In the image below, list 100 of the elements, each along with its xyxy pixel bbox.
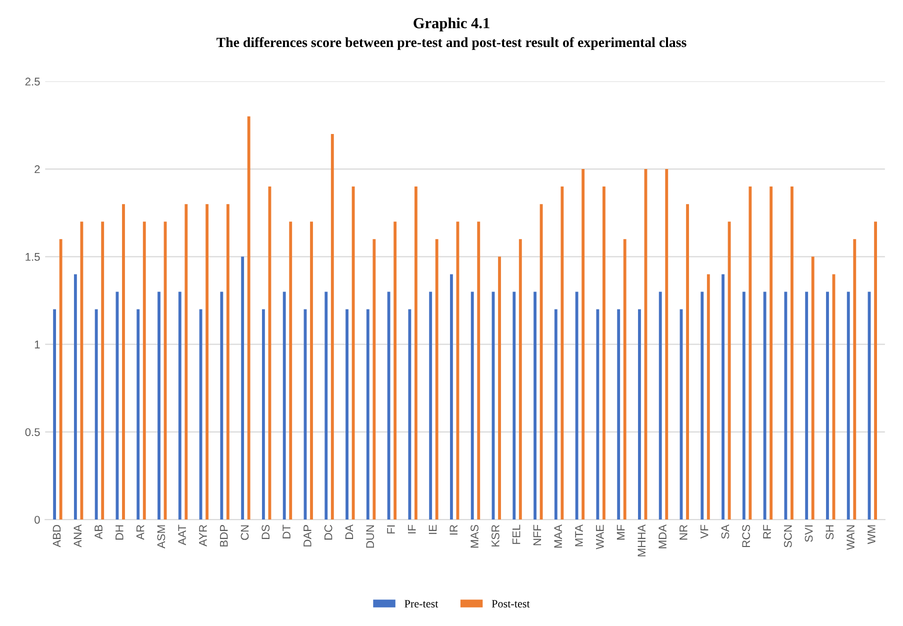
bar	[790, 186, 794, 520]
bar	[722, 274, 725, 520]
x-tick-label: AAT	[178, 524, 186, 546]
bar	[784, 292, 788, 520]
y-tick-label: 1	[34, 340, 40, 348]
x-tick-label: MHHA	[638, 524, 646, 556]
bar	[80, 222, 84, 520]
bar	[435, 239, 438, 520]
bar	[748, 186, 752, 520]
bar	[596, 309, 600, 520]
x-tick-label: MAA	[554, 524, 562, 548]
bar	[241, 256, 244, 520]
bar	[206, 204, 209, 520]
bar	[518, 239, 522, 520]
y-tick-label: 2.5	[25, 78, 40, 86]
bar	[534, 292, 536, 520]
bar	[101, 222, 104, 520]
bar	[59, 239, 62, 520]
y-tick-label: 0.5	[25, 428, 40, 436]
bar	[846, 292, 850, 520]
x-tick-label: SVI	[804, 525, 813, 542]
chart-subtitle: The differences score between pre-test and post-test result of experimental class	[216, 37, 686, 50]
x-tick-label: IR	[450, 524, 458, 535]
x-tick-label: DH	[116, 525, 124, 540]
bar	[324, 292, 328, 520]
bar	[74, 274, 77, 520]
x-tick-label: WAN	[846, 525, 854, 550]
bar	[262, 309, 265, 520]
x-tick-label: IF	[408, 524, 416, 534]
bar	[226, 204, 230, 520]
bar	[638, 309, 641, 520]
x-tick-label: AR	[136, 524, 144, 540]
bar	[394, 222, 397, 520]
x-tick-label: AB	[94, 525, 102, 540]
bar	[700, 292, 704, 520]
x-tick-label: ASM	[157, 525, 166, 548]
x-tick-label: FI	[387, 525, 395, 534]
bar	[477, 222, 480, 520]
y-tick-label: 0	[34, 516, 40, 524]
bar	[142, 222, 146, 520]
bar	[853, 239, 856, 520]
bar	[346, 309, 348, 520]
bar	[623, 239, 626, 520]
x-tick-label: FEL	[512, 524, 520, 544]
bar	[560, 186, 564, 520]
x-tick-label: SH	[826, 525, 834, 540]
bar	[330, 134, 334, 520]
bar	[414, 186, 418, 520]
x-tick-label: WAE	[596, 524, 604, 550]
x-tick-label: RF	[763, 524, 771, 538]
x-tick-label: NFF	[533, 524, 542, 546]
bar	[602, 186, 606, 520]
x-tick-label: MTA	[575, 524, 583, 546]
bar	[770, 186, 773, 520]
bar	[512, 292, 516, 520]
bar	[372, 239, 376, 520]
y-tick-label: 1.5	[26, 253, 40, 261]
legend-label: Pre-test	[404, 600, 438, 608]
bar	[94, 309, 98, 520]
bar	[366, 309, 370, 520]
bar	[247, 116, 250, 520]
bar	[811, 256, 814, 520]
bar	[554, 309, 558, 520]
bar	[282, 292, 286, 520]
bar	[470, 292, 474, 520]
x-tick-label: ANA	[74, 524, 82, 548]
bar	[122, 204, 125, 520]
bar	[575, 292, 578, 520]
bar	[728, 222, 731, 520]
x-tick-label: WM	[868, 525, 876, 544]
x-tick-label: MF	[616, 524, 625, 540]
chart-title: Graphic 4.1	[414, 18, 490, 32]
bar	[450, 274, 453, 520]
x-tick-label: SCN	[784, 525, 792, 548]
bar	[742, 292, 746, 520]
x-tick-label: DAP	[304, 525, 312, 546]
x-tick-label: MDA	[658, 524, 666, 548]
bar	[498, 256, 501, 520]
bar	[184, 204, 188, 520]
bar	[874, 222, 877, 520]
bar	[429, 292, 432, 520]
x-tick-label: RCS	[742, 524, 750, 547]
bar	[408, 309, 412, 520]
bar	[582, 169, 585, 520]
bar	[387, 292, 390, 520]
legend-label: Post-test	[492, 600, 530, 608]
x-tick-label: DUN	[366, 525, 374, 548]
x-tick-label: NR	[680, 524, 688, 540]
bar	[540, 204, 543, 520]
x-tick-label: DC	[324, 524, 332, 540]
bar	[617, 309, 620, 520]
bar	[53, 309, 56, 520]
bar	[658, 292, 662, 520]
x-tick-label: ABD	[52, 524, 61, 548]
x-tick-label: VF	[700, 524, 708, 539]
bar	[706, 274, 710, 520]
bar	[178, 292, 182, 520]
bar	[763, 292, 766, 520]
x-tick-label: DA	[345, 524, 354, 539]
bar	[826, 292, 829, 520]
